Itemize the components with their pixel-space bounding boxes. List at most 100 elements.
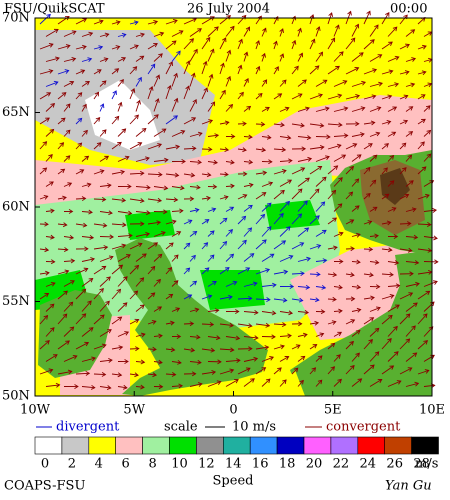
arrow-head	[132, 66, 138, 71]
arrow-shaft	[327, 321, 336, 325]
arrow-shaft	[351, 309, 361, 312]
arrow-shaft	[189, 28, 202, 37]
arrow-head	[77, 142, 83, 148]
arrow-shaft	[261, 226, 272, 237]
arrow-head	[355, 329, 361, 335]
wind-arrow	[45, 80, 59, 87]
wind-arrow	[165, 219, 177, 225]
arrow-shaft	[81, 183, 91, 187]
arrow-head	[287, 333, 292, 339]
arrow-shaft	[135, 33, 145, 37]
arrow-shaft	[405, 58, 416, 62]
wind-arrow	[99, 32, 110, 38]
wind-arrow	[183, 371, 197, 377]
arrow-shaft	[297, 286, 310, 288]
wind-arrow	[129, 264, 140, 275]
arrow-head	[348, 191, 354, 197]
wind-arrow	[417, 193, 430, 200]
arrow-shaft	[99, 329, 112, 337]
wind-arrow	[315, 229, 327, 237]
wind-arrow	[225, 335, 241, 341]
wind-arrow	[225, 159, 235, 165]
wind-arrow	[315, 332, 325, 338]
wind-arrow	[387, 260, 400, 265]
wind-arrow	[399, 221, 412, 227]
wind-arrow	[261, 106, 270, 112]
arrow-shaft	[129, 142, 142, 150]
arrow-head	[177, 359, 182, 365]
arrow-head	[279, 53, 285, 59]
wind-arrow	[129, 44, 139, 50]
wind-arrow	[153, 384, 164, 390]
wind-arrow	[291, 93, 303, 100]
arrow-head	[115, 45, 121, 50]
wind-arrow	[333, 133, 349, 139]
arrow-shaft	[93, 20, 104, 25]
arrow-head	[337, 378, 342, 384]
wind-arrow	[405, 57, 417, 62]
arrow-shaft	[201, 371, 216, 375]
wind-arrow	[201, 267, 210, 275]
arrow-head	[239, 91, 244, 97]
wind-arrow	[39, 43, 54, 50]
arrow-shaft	[387, 106, 397, 112]
wind-arrow	[165, 320, 175, 326]
wind-arrow	[279, 284, 295, 289]
wind-arrow	[369, 24, 379, 37]
wind-arrow	[279, 333, 292, 339]
arrow-head	[211, 207, 217, 213]
arrow-shaft	[315, 156, 330, 162]
wind-arrow	[57, 247, 69, 252]
arrow-shaft	[255, 367, 266, 375]
wind-arrow	[291, 297, 304, 303]
arrow-head	[230, 25, 235, 31]
wind-arrow	[423, 280, 438, 287]
wind-arrow	[75, 288, 87, 300]
wind-arrow	[363, 120, 376, 126]
arrow-shaft	[57, 270, 69, 275]
wind-arrow	[183, 60, 191, 75]
wind-vectors	[39, 10, 439, 391]
arrow-shaft	[39, 92, 51, 100]
arrow-shaft	[279, 53, 284, 62]
arrow-shaft	[99, 184, 111, 187]
colorbar-label: 12	[198, 457, 215, 472]
wind-arrow	[171, 129, 186, 137]
wind-arrow	[381, 247, 393, 253]
arrow-shaft	[189, 73, 195, 87]
arrow-shaft	[219, 217, 228, 225]
wind-arrow	[219, 62, 225, 75]
arrow-shaft	[189, 49, 198, 62]
arrow-shaft	[117, 254, 131, 262]
arrow-head	[196, 334, 201, 340]
wind-arrow	[219, 240, 228, 250]
arrow-shaft	[369, 106, 381, 112]
arrow-shaft	[351, 81, 366, 87]
arrow-shaft	[153, 186, 168, 189]
arrow-shaft	[207, 161, 218, 164]
arrow-shaft	[45, 29, 59, 37]
wind-arrow	[423, 105, 431, 112]
arrow-head	[245, 367, 251, 372]
wind-arrow	[327, 296, 337, 302]
arrow-shaft	[111, 289, 121, 300]
arrow-head	[50, 327, 55, 332]
arrow-shaft	[117, 302, 128, 312]
arrow-head	[229, 206, 235, 212]
arrow-head	[63, 290, 68, 296]
arrow-shaft	[183, 267, 190, 275]
arrow-head	[377, 378, 383, 384]
arrow-shaft	[273, 213, 284, 225]
wind-arrow	[225, 103, 234, 112]
wind-arrow	[345, 143, 358, 150]
wind-arrow	[333, 51, 344, 62]
arrow-shaft	[129, 290, 138, 300]
wind-arrow	[99, 300, 110, 312]
arrow-shaft	[405, 208, 416, 212]
arrow-shaft	[45, 384, 60, 387]
arrow-head	[288, 255, 294, 260]
arrow-shaft	[147, 86, 153, 100]
wind-arrow	[81, 300, 92, 312]
arrow-shaft	[99, 103, 104, 112]
wind-arrow	[255, 213, 266, 225]
